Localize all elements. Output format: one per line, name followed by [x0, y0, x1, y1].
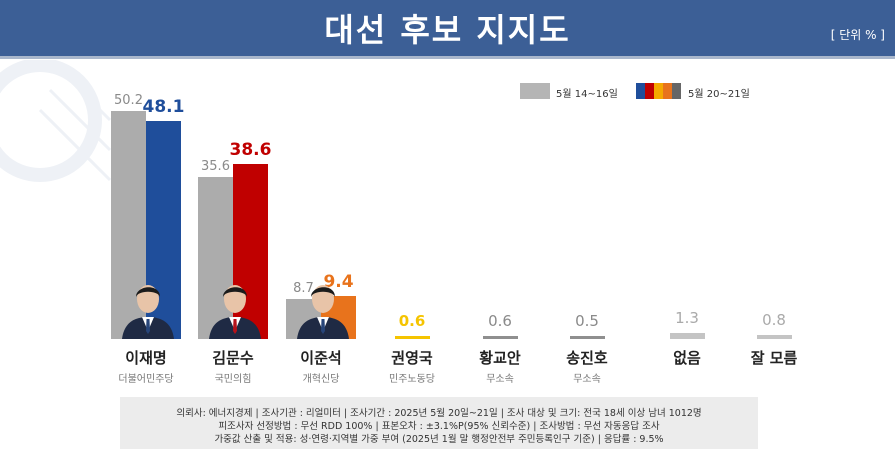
- data-label-old: 35.6: [201, 159, 230, 175]
- legend-swatch-old: [520, 83, 550, 99]
- candidate-name: 송진호: [566, 349, 608, 367]
- unit-label: [ 단위 % ]: [830, 28, 885, 42]
- page-title: 대선 후보 지지도: [324, 11, 571, 49]
- bar-new: [569, 336, 605, 339]
- legend-label-new: 5월 20~21일: [688, 89, 750, 100]
- legend-label-old: 5월 14~16일: [556, 89, 618, 100]
- candidate-name: 이재명: [125, 349, 167, 367]
- data-label-new: 9.4: [323, 272, 354, 293]
- candidate-name: 김문수: [212, 349, 254, 367]
- data-label-old: 8.7: [293, 281, 314, 297]
- candidate-photo: [122, 285, 174, 339]
- candidate-name: 권영국: [391, 349, 433, 367]
- candidate-name: 이준석: [300, 349, 342, 367]
- legend-swatch-segment: [645, 83, 654, 99]
- bar-new: [669, 333, 705, 339]
- bar-old: [198, 177, 233, 339]
- legend-swatch-segment: [654, 83, 663, 99]
- data-label-new: 0.6: [488, 312, 512, 330]
- data-label-new: 48.1: [142, 96, 185, 117]
- party-name: 국민의힘: [214, 374, 252, 385]
- data-label-new: 0.8: [762, 311, 786, 330]
- data-label-new: 38.6: [229, 139, 272, 160]
- legend-swatch-new: [636, 83, 681, 99]
- footer-line-2: 피조사자 선정방법 : 무선 RDD 100% | 표본오차 : ±3.1%P(…: [218, 421, 660, 432]
- legend-swatch-segment: [672, 83, 681, 99]
- title-banner: 대선 후보 지지도 [ 단위 % ]: [0, 0, 895, 56]
- candidate-photo: [297, 285, 349, 339]
- bar-new: [394, 336, 430, 339]
- party-name: 더불어민주당: [118, 374, 174, 385]
- footer-line-1: 의뢰사: 에너지경제 | 조사기관 : 리얼미터 | 조사기간 : 2025년 …: [176, 408, 702, 419]
- party-name: 무소속: [486, 374, 514, 385]
- data-label-new: 0.5: [575, 312, 599, 330]
- legend-swatch-segment: [636, 83, 645, 99]
- candidate-name: 없음: [673, 349, 701, 367]
- legend-swatch-segment: [663, 83, 672, 99]
- background-decoration: [0, 60, 112, 182]
- candidate-name: 황교안: [479, 349, 521, 367]
- candidate-photo: [209, 285, 261, 339]
- party-name: 민주노동당: [389, 374, 435, 385]
- bar-new: [756, 335, 792, 339]
- data-label-new: 0.6: [398, 312, 426, 330]
- data-label-new: 1.3: [675, 309, 699, 328]
- survey-footer: 의뢰사: 에너지경제 | 조사기관 : 리얼미터 | 조사기간 : 2025년 …: [120, 397, 758, 449]
- party-name: 무소속: [573, 374, 601, 385]
- data-label-old: 50.2: [114, 93, 143, 108]
- candidate-name: 잘 모름: [750, 349, 798, 367]
- party-name: 개혁신당: [302, 374, 340, 385]
- header-divider: [0, 56, 895, 59]
- footer-line-3: 가중값 산출 및 적용: 성·연령·지역별 가중 부여 (2025년 1월 말 …: [214, 434, 664, 445]
- bar-new: [482, 336, 518, 339]
